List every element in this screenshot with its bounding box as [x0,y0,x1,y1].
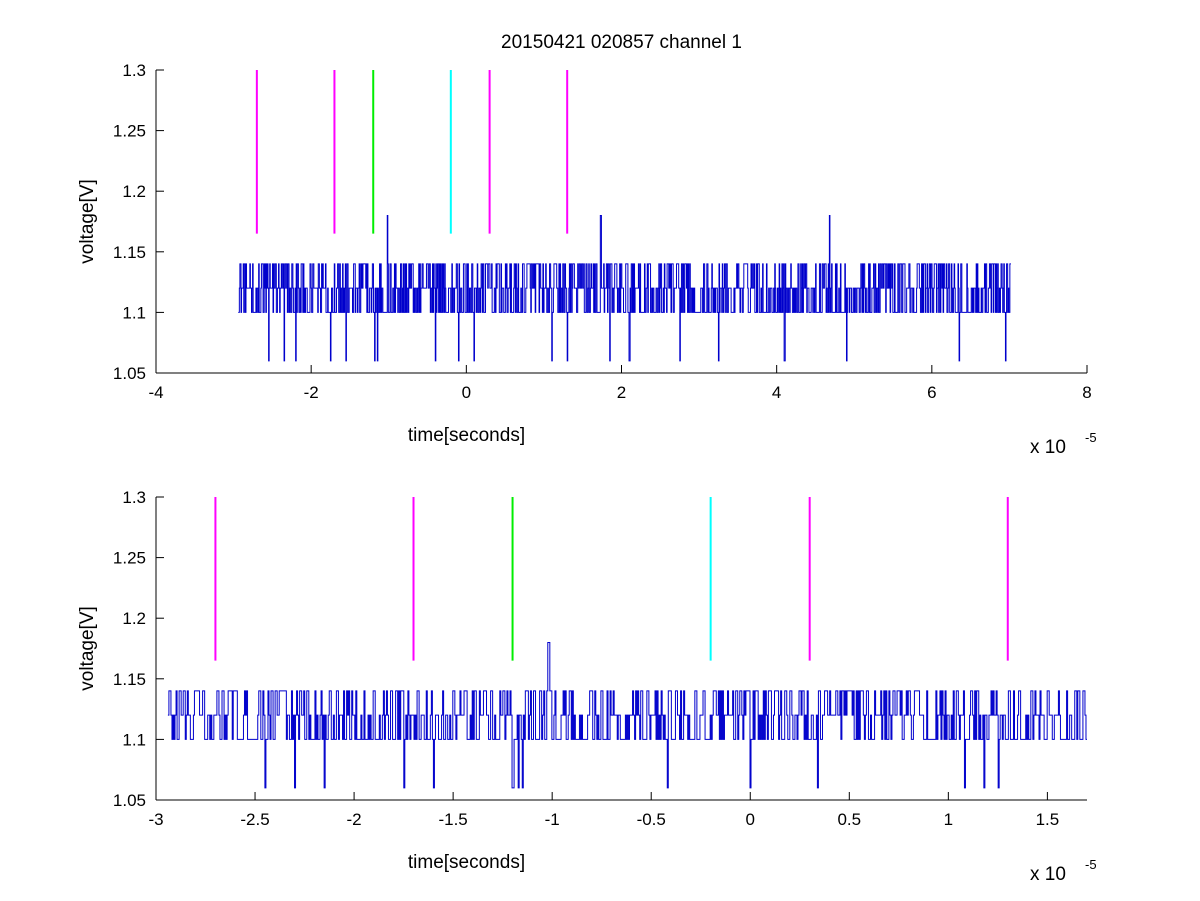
x-exponent-power: -5 [1085,430,1097,445]
voltage-trace [167,641,1087,789]
x-tick-label: 2 [617,383,626,402]
chart-title: 20150421 020857 channel 1 [501,32,742,53]
y-tick-label: 1.05 [113,364,146,383]
y-axis-label: voltage[V] [77,606,98,691]
x-exponent-label: x 10 [1030,864,1066,885]
x-tick-label: -2.5 [240,810,269,829]
x-tick-label: 8 [1082,383,1091,402]
x-axis-label: time[seconds] [408,425,525,446]
x-tick-label: 0 [746,810,755,829]
y-tick-label: 1.25 [113,122,146,141]
chart-top: -4 -2 0 2 4 6 8 1.05 1.1 1.15 1.2 1.25 1.3 time[secon… [77,32,1097,458]
y-tick-label: 1.3 [122,61,146,80]
y-tick-label: 1.2 [122,182,146,201]
x-tick-label: 6 [927,383,936,402]
x-tick-label: 4 [772,383,781,402]
x-exponent-power: -5 [1085,857,1097,872]
x-tick-label: 1.5 [1036,810,1060,829]
y-tick-label: 1.2 [122,609,146,628]
voltage-trace [238,214,1011,362]
x-tick-label: 1 [944,810,953,829]
x-axis-label: time[seconds] [408,852,525,873]
y-tick-label: 1.05 [113,791,146,810]
x-tick-label: -0.5 [637,810,666,829]
x-tick-label: -1 [545,810,560,829]
chart-bottom: -3 -2.5 -2 -1.5 -1 -0.5 0 0.5 1 1.5 1.05 1.1 1.15 1.2… [77,488,1097,885]
y-tick-label: 1.1 [122,303,146,322]
x-tick-label: -4 [148,383,163,402]
x-tick-label: -3 [148,810,163,829]
y-tick-label: 1.25 [113,549,146,568]
y-tick-label: 1.15 [113,243,146,262]
y-tick-label: 1.3 [122,488,146,507]
y-tick-label: 1.1 [122,730,146,749]
y-tick-label: 1.15 [113,670,146,689]
x-tick-label: -2 [347,810,362,829]
y-axis-label: voltage[V] [77,179,98,264]
x-tick-label: -1.5 [438,810,467,829]
x-tick-label: 0.5 [837,810,861,829]
x-exponent-label: x 10 [1030,437,1066,458]
x-tick-label: -2 [304,383,319,402]
x-tick-label: 0 [462,383,471,402]
